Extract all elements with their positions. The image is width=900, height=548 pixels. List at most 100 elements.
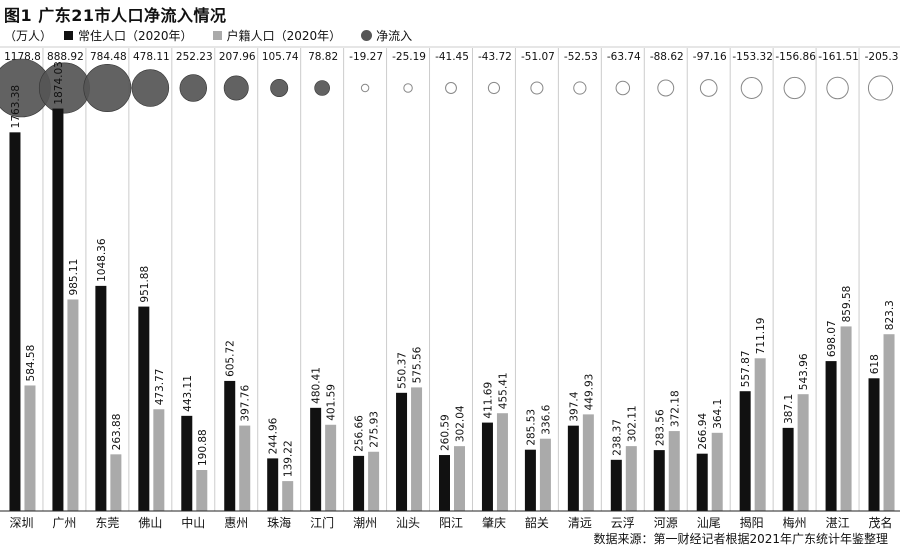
- legend-label-net-inflow: 净流入: [376, 28, 413, 43]
- chart-title: 图1 广东21市人口净流入情况: [4, 6, 227, 25]
- net-inflow-label: -52.53: [564, 51, 598, 63]
- resident-value-label: 1763.38: [10, 85, 22, 128]
- category-label: 中山: [181, 515, 205, 530]
- category-label: 河源: [654, 516, 678, 530]
- category-label: 揭阳: [740, 515, 764, 530]
- net-inflow-bubble: [83, 64, 132, 112]
- resident-bar: [353, 455, 365, 511]
- resident-bar: [52, 108, 64, 511]
- resident-bar: [524, 449, 536, 511]
- net-inflow-label: -41.45: [435, 51, 469, 63]
- net-outflow-bubble: [573, 81, 587, 95]
- category-label: 珠海: [267, 515, 291, 530]
- resident-bar: [396, 392, 408, 511]
- registered-value-label: 364.1: [712, 399, 724, 429]
- registered-value-label: 302.11: [626, 405, 638, 442]
- registered-value-label: 859.58: [841, 286, 853, 323]
- registered-bar: [24, 385, 36, 511]
- resident-value-label: 387.1: [783, 394, 795, 424]
- registered-value-label: 449.93: [583, 374, 595, 411]
- category-label: 茂名: [869, 515, 893, 530]
- resident-bar: [610, 459, 622, 511]
- registered-value-label: 473.77: [154, 369, 166, 406]
- legend-swatch-resident: [64, 30, 74, 40]
- category-label: 梅州: [783, 515, 807, 530]
- registered-bar: [282, 481, 294, 511]
- resident-bar: [310, 407, 322, 511]
- net-inflow-label: 888.92: [47, 51, 84, 63]
- registered-bar: [539, 438, 551, 511]
- net-inflow-label: 105.74: [262, 51, 299, 63]
- resident-bar: [9, 132, 21, 511]
- registered-value-label: 711.19: [755, 318, 767, 355]
- net-outflow-bubble: [699, 79, 718, 97]
- legend-label-resident: 常住人口（2020年）: [78, 28, 193, 43]
- net-inflow-bubble: [179, 74, 208, 102]
- resident-bar: [138, 306, 150, 511]
- registered-value-label: 275.93: [369, 411, 381, 448]
- registered-value-label: 336.6: [540, 404, 552, 434]
- resident-bar: [782, 427, 794, 511]
- net-outflow-bubble: [657, 79, 675, 97]
- net-outflow-bubble: [826, 76, 849, 100]
- category-label: 肇庆: [482, 515, 506, 530]
- legend-item-resident: 常住人口（2020年）: [64, 27, 193, 44]
- registered-value-label: 985.11: [68, 259, 80, 296]
- net-inflow-label: -43.72: [478, 51, 512, 63]
- registered-value-label: 584.58: [25, 345, 37, 382]
- registered-bar: [582, 414, 594, 511]
- net-inflow-label: -88.62: [650, 51, 684, 63]
- category-label: 潮州: [353, 515, 377, 530]
- category-label: 阳江: [439, 516, 463, 530]
- resident-value-label: 283.56: [654, 409, 666, 446]
- net-outflow-bubble: [615, 80, 631, 96]
- resident-value-label: 618: [869, 354, 881, 374]
- registered-bar: [840, 326, 852, 511]
- resident-bar: [224, 380, 236, 511]
- net-inflow-label: 478.11: [133, 51, 170, 63]
- resident-value-label: 550.37: [397, 352, 409, 389]
- net-inflow-label: -205.3: [865, 51, 899, 63]
- registered-bar: [411, 387, 423, 511]
- legend-swatch-registered: [212, 30, 222, 40]
- registered-bar: [883, 334, 895, 511]
- net-inflow-label: 207.96: [219, 51, 256, 63]
- category-label: 东莞: [95, 516, 119, 530]
- category-label: 深圳: [9, 516, 33, 530]
- registered-value-label: 397.76: [240, 385, 252, 422]
- category-label: 汕尾: [697, 516, 721, 530]
- category-label: 惠州: [224, 516, 248, 530]
- net-inflow-label: -153.32: [732, 51, 773, 63]
- resident-value-label: 605.72: [225, 340, 237, 377]
- resident-bar: [825, 361, 837, 511]
- registered-bar: [368, 451, 380, 511]
- category-label: 云浮: [611, 516, 635, 530]
- net-outflow-bubble: [360, 83, 370, 93]
- net-inflow-bubble: [131, 69, 170, 107]
- net-outflow-bubble: [530, 81, 544, 95]
- unit-label: （万人）: [4, 28, 53, 43]
- category-label: 江门: [310, 515, 334, 530]
- category-label: 汕头: [396, 516, 420, 530]
- legend: （万人） 常住人口（2020年） 户籍人口（2020年） 净流入: [4, 27, 432, 43]
- net-outflow-bubble: [487, 81, 501, 95]
- registered-bar: [797, 394, 809, 511]
- net-inflow-label: 784.48: [90, 51, 127, 63]
- category-label: 佛山: [138, 516, 162, 530]
- registered-bar: [625, 446, 637, 511]
- resident-value-label: 951.88: [139, 266, 151, 303]
- resident-bar: [653, 450, 665, 511]
- resident-value-label: 256.66: [354, 415, 366, 452]
- registered-bar: [196, 470, 208, 511]
- resident-bar: [95, 285, 107, 511]
- legend-item-registered: 户籍人口（2020年）: [212, 27, 341, 44]
- net-inflow-bubble: [314, 80, 330, 96]
- net-inflow-label: 78.82: [308, 51, 338, 63]
- resident-bar: [567, 425, 579, 511]
- registered-bar: [325, 424, 337, 511]
- registered-bar: [668, 431, 680, 511]
- net-inflow-label: -161.51: [818, 51, 859, 63]
- registered-bar: [711, 432, 723, 511]
- resident-value-label: 266.94: [697, 413, 709, 450]
